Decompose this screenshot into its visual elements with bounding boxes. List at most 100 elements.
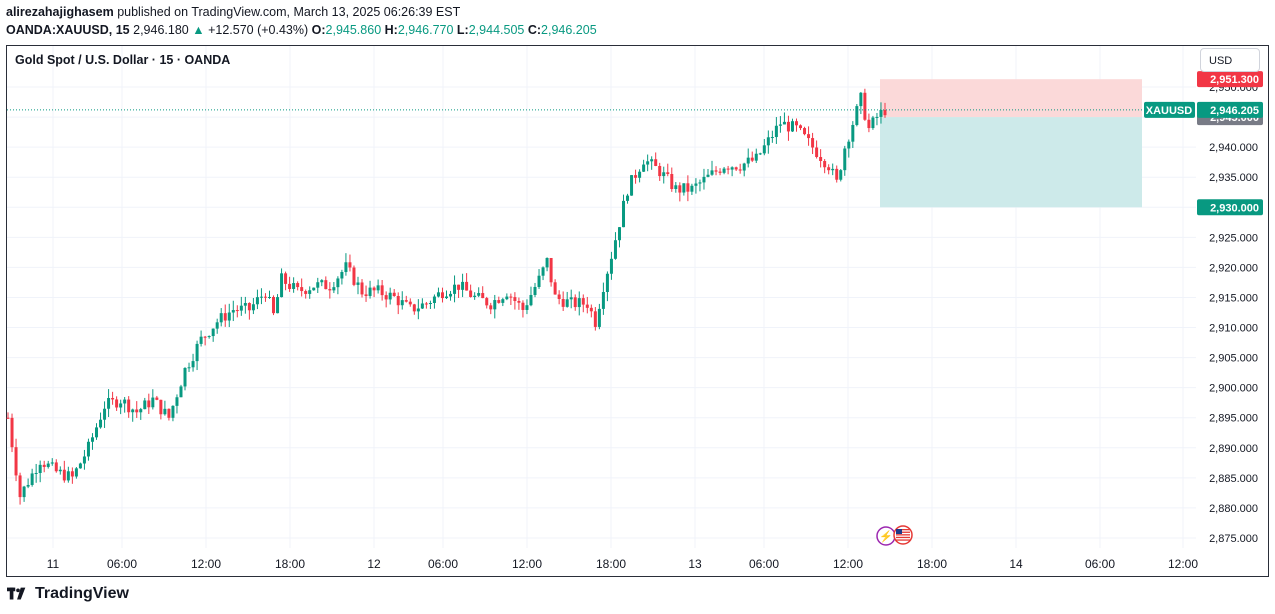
last-price: 2,946.180 [133, 23, 189, 37]
candle-body [251, 304, 255, 311]
candle-body [308, 290, 312, 294]
candle-body [545, 257, 549, 268]
candle-body [730, 167, 734, 170]
candle-body [658, 165, 662, 177]
candle-body [662, 172, 666, 177]
y-tick-label: 2,920.000 [1209, 262, 1258, 274]
candle-body [364, 294, 368, 296]
candle-body [46, 463, 50, 467]
candle-body [774, 125, 778, 138]
candle-body [493, 300, 497, 310]
candle-body [58, 469, 62, 472]
candle-body [473, 295, 477, 297]
brand-name: TradingView [35, 585, 129, 602]
candle-body [436, 292, 440, 297]
candle-body [328, 289, 332, 291]
candle-body [14, 447, 18, 476]
candle-body [557, 294, 561, 300]
candle-body [461, 281, 465, 290]
candle-body [211, 328, 215, 337]
candle-body [690, 185, 694, 192]
candle-body [167, 408, 171, 418]
candle-body [42, 464, 46, 467]
take-profit-zone[interactable] [880, 117, 1142, 208]
published-text: published on TradingView.com, March 13, … [117, 5, 461, 19]
candle-body [376, 285, 380, 291]
candle-body [863, 92, 867, 120]
high-label: H: [384, 23, 398, 37]
chart-frame[interactable] [6, 45, 1269, 577]
candle-body [449, 293, 453, 297]
candle-body [794, 121, 798, 126]
candle-body [243, 303, 247, 306]
candle-body [66, 471, 70, 481]
candle-body [678, 185, 682, 193]
x-tick-label: 12:00 [1168, 557, 1198, 571]
candle-body [219, 313, 223, 323]
y-tick-label: 2,875.000 [1209, 533, 1258, 545]
symbol-tag[interactable]: XAUUSD [1146, 105, 1193, 117]
flag-stripe [896, 534, 910, 536]
candle-body [807, 134, 811, 139]
candle-body [30, 473, 34, 485]
candle-body [420, 303, 424, 309]
candle-body [139, 409, 143, 413]
currency-button[interactable]: USD [1200, 48, 1260, 72]
candle-body [111, 398, 115, 400]
candle-body [74, 468, 78, 477]
author-name[interactable]: alirezahajighasem [6, 5, 114, 19]
candle-body [686, 183, 690, 192]
flag-stripe [896, 531, 910, 533]
candle-body [183, 367, 187, 387]
candle-body [585, 304, 589, 308]
candle-body [589, 307, 593, 312]
y-tick-label: 2,895.000 [1209, 413, 1258, 425]
y-tick-label: 2,890.000 [1209, 443, 1258, 455]
candle-body [324, 280, 328, 290]
candle-body [859, 92, 863, 107]
candle-body [432, 296, 436, 304]
candle-body [255, 297, 259, 305]
x-tick-label: 06:00 [428, 557, 458, 571]
candle-body [356, 282, 360, 285]
candle-body [95, 427, 99, 438]
candle-body [284, 273, 288, 284]
candle-body [843, 148, 847, 171]
candle-body [199, 336, 203, 344]
candle-body [847, 141, 851, 149]
candle-body [90, 437, 94, 442]
candle-body [871, 117, 875, 129]
candle-body [388, 292, 392, 300]
candle-body [549, 257, 553, 283]
y-tick-label: 2,885.000 [1209, 473, 1258, 485]
candle-body [272, 296, 276, 314]
x-tick-label: 06:00 [1085, 557, 1115, 571]
candle-body [276, 297, 280, 314]
candle-body [638, 171, 642, 178]
candle-body [879, 109, 883, 117]
candle-body [384, 295, 388, 300]
tradingview-logo[interactable]: TradingView [7, 585, 129, 603]
candle-body [280, 273, 284, 298]
candle-body [525, 305, 529, 310]
candle-body [445, 296, 448, 299]
candle-body [159, 399, 163, 415]
candle-body [179, 386, 183, 398]
stop-loss-zone[interactable] [880, 79, 1142, 118]
candle-body [223, 313, 227, 321]
stop-price-tag-bg [1197, 71, 1263, 88]
candle-body [320, 280, 324, 283]
candle-body [823, 161, 827, 168]
candle-body [642, 164, 646, 172]
candle-body [336, 278, 340, 288]
candle-body [682, 183, 686, 193]
candle-body [155, 397, 159, 400]
candle-body [738, 169, 742, 171]
last-price-tag-bg [1197, 101, 1263, 118]
candle-body [465, 281, 469, 291]
candle-body [742, 163, 746, 171]
candle-body [175, 397, 179, 406]
candle-body [839, 170, 843, 180]
candle-body [505, 296, 509, 300]
